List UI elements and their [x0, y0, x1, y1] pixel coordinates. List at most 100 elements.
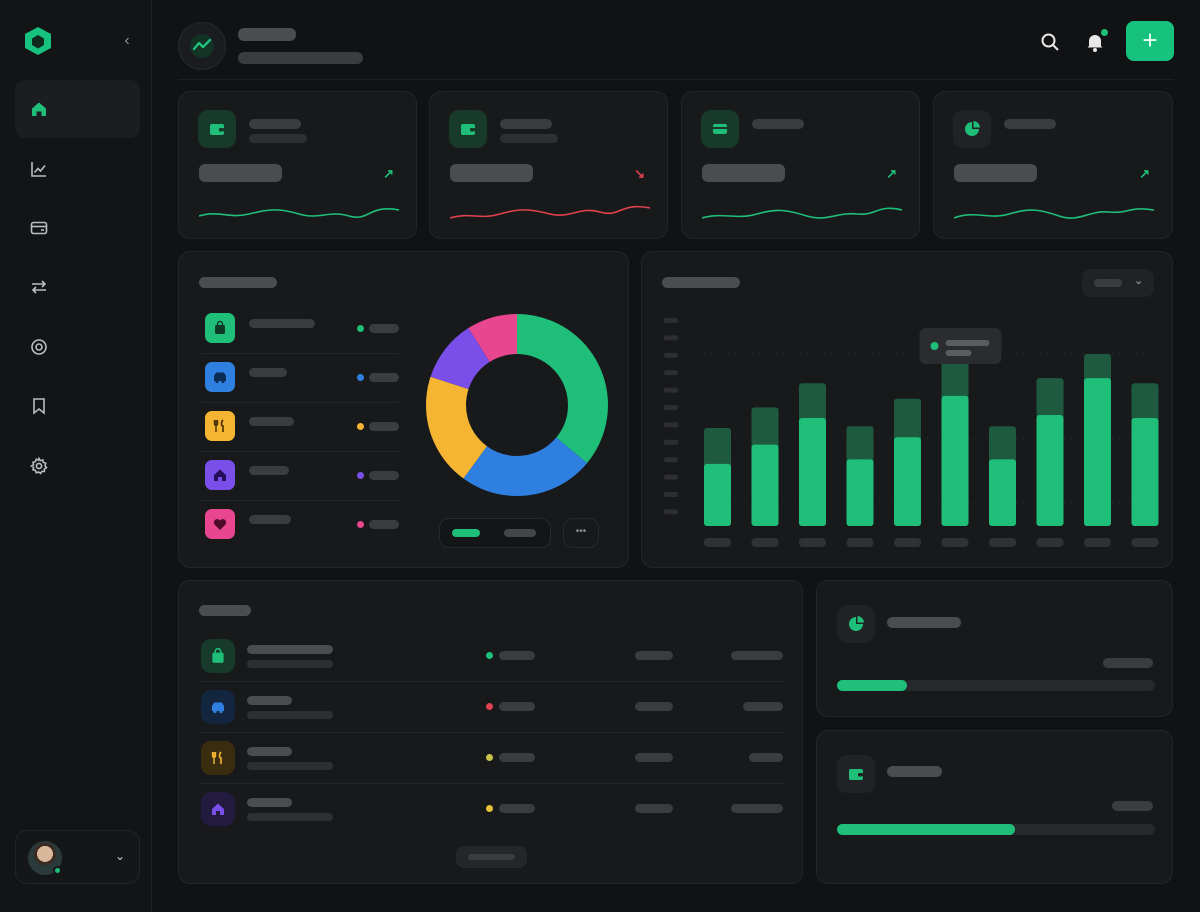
- trend-up-icon: ↗: [1139, 166, 1150, 181]
- toggle-option-active[interactable]: [452, 529, 480, 537]
- utensils-icon: [213, 419, 224, 432]
- stat-sublabel-placeholder: [500, 134, 558, 143]
- bar-primary[interactable]: [894, 437, 921, 526]
- bar-primary[interactable]: [989, 459, 1016, 526]
- view-all-button[interactable]: [456, 846, 527, 868]
- nav-item-goals[interactable]: [15, 318, 140, 376]
- goal-title-placeholder: [887, 766, 942, 777]
- transaction-icon-4: [201, 792, 235, 826]
- category-name-placeholder: [249, 466, 289, 475]
- toggle-option-inactive[interactable]: [504, 529, 536, 537]
- user-menu[interactable]: ⌄: [15, 830, 140, 884]
- category-donut-chart: [426, 314, 608, 496]
- stat-sublabel-placeholder: [249, 134, 307, 143]
- nav-item-home[interactable]: [15, 80, 140, 138]
- donut-slice[interactable]: [426, 314, 608, 496]
- y-tick-placeholder: [664, 335, 678, 341]
- utensils-icon: [211, 751, 222, 764]
- goal-progress-track: [837, 824, 1155, 835]
- nav-item-settings[interactable]: [15, 437, 140, 495]
- y-tick-placeholder: [664, 457, 678, 463]
- transaction-row[interactable]: [199, 784, 785, 835]
- x-tick-placeholder: [1036, 538, 1064, 547]
- chevron-down-icon: ⌄: [114, 849, 125, 863]
- page-title-placeholder: [238, 28, 296, 41]
- donut-slice[interactable]: [426, 314, 608, 496]
- more-options-button[interactable]: •••: [563, 518, 599, 548]
- sparkline: [954, 208, 1154, 219]
- y-tick-placeholder: [664, 492, 678, 497]
- transaction-icon-3: [201, 741, 235, 775]
- bar-primary[interactable]: [799, 418, 826, 526]
- category-row[interactable]: [201, 354, 399, 403]
- category-value-placeholder: [369, 520, 399, 529]
- transaction-name-placeholder: [247, 645, 333, 654]
- y-tick-placeholder: [664, 474, 678, 480]
- stat-icon-1: [198, 110, 236, 148]
- goal-icon-1: [837, 605, 875, 643]
- collapse-sidebar-button[interactable]: ‹: [124, 32, 130, 49]
- search-icon[interactable]: [1038, 30, 1062, 54]
- stat-label-placeholder: [1004, 119, 1056, 129]
- status-dot: [486, 754, 493, 761]
- goal-card-2[interactable]: [816, 730, 1173, 884]
- status-label-placeholder: [499, 651, 535, 660]
- stat-icon-3: [701, 110, 739, 148]
- stat-card-1[interactable]: ↗: [178, 91, 417, 239]
- transaction-row[interactable]: [199, 733, 785, 784]
- stat-label-placeholder: [500, 119, 552, 129]
- period-select[interactable]: ⌄: [1082, 269, 1154, 297]
- nav-item-saved[interactable]: [15, 377, 140, 435]
- goal-amount-placeholder: [1103, 658, 1153, 668]
- nav-item-cards[interactable]: [15, 199, 140, 257]
- category-row[interactable]: [201, 452, 399, 501]
- stat-card-4[interactable]: ↗: [933, 91, 1173, 239]
- nav-item-transfers[interactable]: [15, 258, 140, 316]
- category-row[interactable]: [201, 305, 399, 354]
- x-tick-placeholder: [751, 538, 779, 547]
- transaction-row[interactable]: [199, 682, 785, 733]
- y-tick-placeholder: [664, 370, 678, 376]
- category-value-placeholder: [369, 324, 399, 333]
- category-value-placeholder: [369, 471, 399, 480]
- transaction-name-placeholder: [247, 747, 292, 756]
- app-logo: [178, 22, 226, 70]
- bar-primary[interactable]: [1036, 415, 1064, 526]
- home-icon: [32, 102, 46, 116]
- bar-primary[interactable]: [941, 395, 969, 526]
- nav-item-analytics[interactable]: [15, 140, 140, 198]
- stat-card-2[interactable]: ↘: [429, 91, 668, 239]
- transaction-row[interactable]: [199, 631, 785, 682]
- category-row[interactable]: [201, 501, 399, 550]
- bell-icon[interactable]: [1083, 30, 1107, 54]
- chevron-down-icon: ⌄: [1134, 275, 1144, 287]
- notification-badge: [1101, 29, 1108, 36]
- trend-down-icon: ↘: [634, 166, 645, 181]
- transaction-date-placeholder: [247, 711, 333, 719]
- bar-primary[interactable]: [704, 463, 731, 526]
- y-tick-placeholder: [664, 352, 678, 358]
- stat-card-3[interactable]: ↗: [681, 91, 920, 239]
- bar-primary[interactable]: [846, 459, 874, 526]
- transaction-date-placeholder: [247, 762, 333, 770]
- status-label-placeholder: [499, 753, 535, 762]
- transaction-icon-1: [201, 639, 235, 673]
- category-row[interactable]: [201, 403, 399, 452]
- category-amount-placeholder: [635, 702, 673, 711]
- category-amount-placeholder: [635, 753, 673, 762]
- bar-primary[interactable]: [751, 444, 779, 526]
- x-tick-placeholder: [989, 538, 1016, 547]
- goal-card-1[interactable]: [816, 580, 1173, 717]
- category-value-placeholder: [369, 422, 399, 431]
- x-tick-placeholder: [941, 538, 969, 547]
- transaction-name-placeholder: [247, 798, 292, 807]
- top-header: +: [178, 18, 1174, 80]
- bar-primary[interactable]: [1084, 378, 1111, 526]
- bar-primary[interactable]: [1131, 418, 1159, 526]
- logo-icon: [25, 27, 51, 55]
- donut-slice[interactable]: [426, 314, 608, 496]
- sidebar: ‹ ⌄: [0, 0, 152, 912]
- add-button[interactable]: +: [1126, 21, 1174, 61]
- stat-label-placeholder: [249, 119, 301, 129]
- chart-line-icon: [31, 162, 46, 177]
